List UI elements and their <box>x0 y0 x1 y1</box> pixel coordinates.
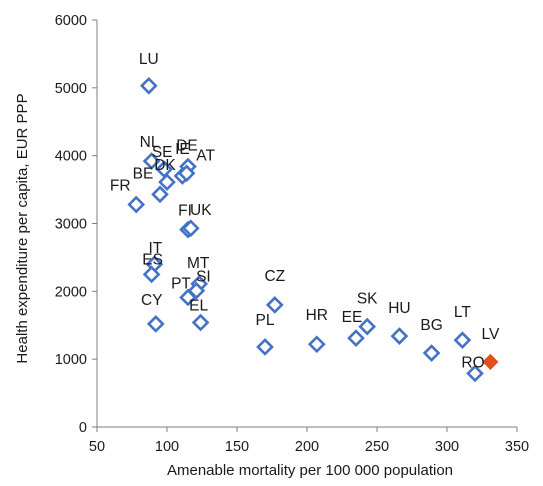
x-tick-label: 100 <box>155 439 179 455</box>
y-axis-title: Health expenditure per capita, EUR PPP <box>14 93 31 363</box>
data-label-lt: LT <box>454 304 471 321</box>
data-label-it: IT <box>149 240 163 257</box>
data-label-es: ES <box>142 251 163 268</box>
y-tick-label: 0 <box>79 420 87 436</box>
y-axis-ticks: 0 1000 2000 3000 4000 5000 6000 <box>55 13 97 436</box>
x-axis-title: Amenable mortality per 100 000 populatio… <box>167 462 453 479</box>
y-tick-label: 1000 <box>55 352 87 368</box>
data-point-bg <box>422 344 441 362</box>
data-point-dk <box>158 173 176 191</box>
x-tick-label: 150 <box>225 439 249 455</box>
data-point-pt <box>179 288 197 307</box>
y-tick-label: 3000 <box>55 217 87 233</box>
data-label-uk: UK <box>190 202 212 219</box>
x-tick-label: 200 <box>295 439 319 455</box>
x-axis-ticks: 50 100 150 200 250 300 350 <box>89 427 529 455</box>
data-label-si: SI <box>196 269 211 286</box>
y-tick-label: 6000 <box>55 13 87 29</box>
data-label-ro: RO <box>461 354 484 371</box>
data-point-lv <box>482 353 499 370</box>
data-label-bg: BG <box>420 317 442 334</box>
x-tick-label: 250 <box>365 439 389 455</box>
data-point-hu <box>390 327 409 345</box>
y-tick-label: 5000 <box>55 81 87 97</box>
data-label-mt: MT <box>187 255 210 272</box>
axes <box>96 20 517 428</box>
data-point-uk <box>181 219 200 238</box>
data-point-fr <box>127 195 146 214</box>
data-point-lu <box>139 76 158 95</box>
data-label-be: BE <box>133 165 154 182</box>
data-label-at: AT <box>196 147 215 164</box>
data-point-sk <box>358 317 377 336</box>
data-point-cy <box>146 315 165 333</box>
data-point-cz <box>265 296 284 314</box>
data-label-ee: EE <box>342 309 363 326</box>
data-point-hr <box>307 335 326 354</box>
data-label-cz: CZ <box>264 268 285 285</box>
data-point-es <box>142 265 161 284</box>
data-label-sk: SK <box>357 291 378 308</box>
data-label-ie: IE <box>175 141 190 158</box>
data-label-hr: HR <box>306 307 328 324</box>
data-label-pt: PT <box>171 275 191 292</box>
x-tick-label: 300 <box>435 439 459 455</box>
data-point-lt <box>453 331 472 350</box>
data-point-be <box>151 185 169 204</box>
data-label-lv: LV <box>481 326 499 343</box>
data-point-ro <box>466 364 484 383</box>
data-point-at <box>177 164 196 183</box>
x-tick-label: 350 <box>505 439 529 455</box>
data-label-hu: HU <box>388 300 410 317</box>
y-tick-label: 2000 <box>55 284 87 300</box>
data-label-pl: PL <box>256 312 275 329</box>
data-label-de: DE <box>176 138 198 155</box>
data-points <box>127 76 499 383</box>
data-point-ee <box>347 329 365 347</box>
data-label-fi: FI <box>178 203 192 220</box>
data-point-nl <box>142 152 161 170</box>
data-label-nl: NL <box>140 134 160 151</box>
data-label-dk: DK <box>154 157 176 174</box>
data-label-fr: FR <box>110 178 131 195</box>
x-tick-label: 50 <box>89 439 105 455</box>
data-point-el <box>191 313 210 332</box>
data-label-cy: CY <box>141 292 163 309</box>
data-point-pl <box>256 338 274 356</box>
data-label-se: SE <box>152 144 173 161</box>
y-tick-label: 4000 <box>55 149 87 165</box>
data-label-lu: LU <box>139 51 159 68</box>
data-label-el: EL <box>189 298 208 315</box>
